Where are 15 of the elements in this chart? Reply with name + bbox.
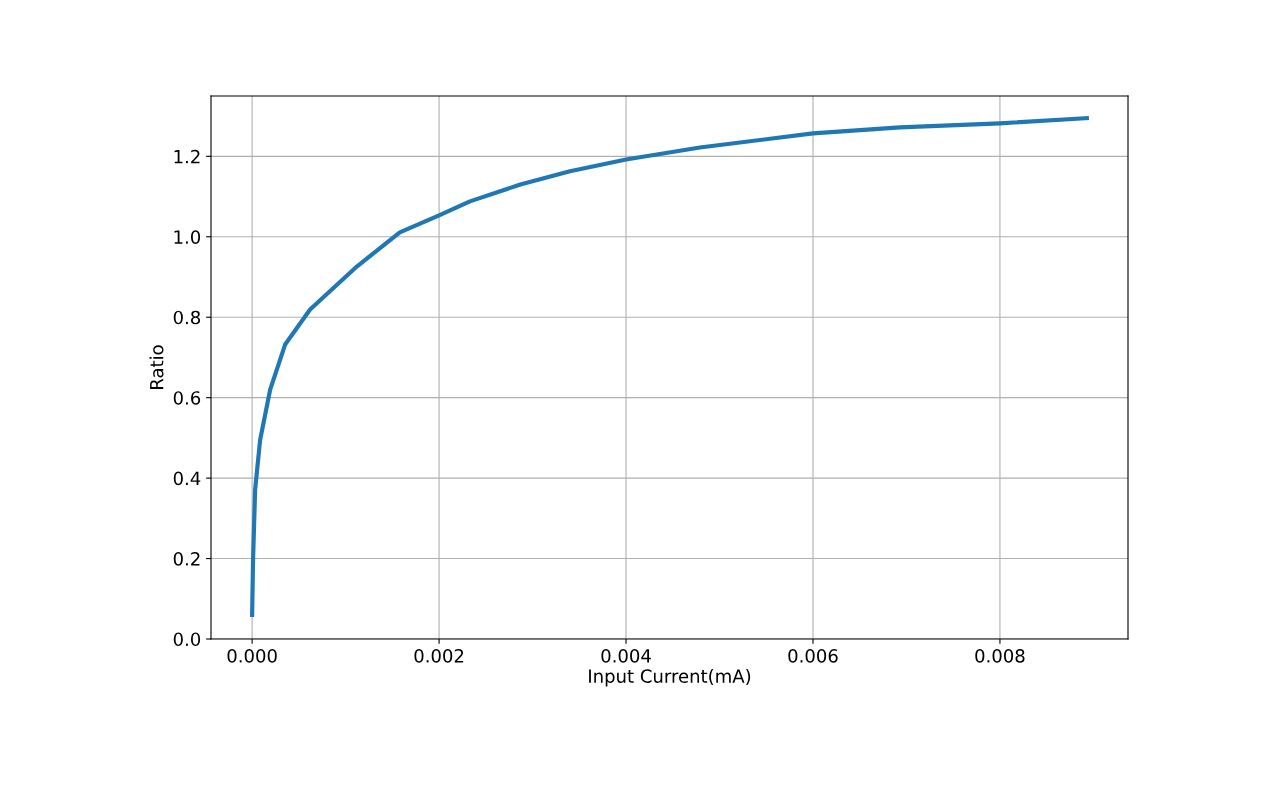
y-axis-title: Ratio	[149, 345, 164, 389]
x-tick-label: 0.006	[788, 649, 838, 663]
x-tick-label: 0.002	[414, 649, 464, 663]
y-tick-label: 1.2	[174, 149, 200, 164]
line-series	[250, 116, 1089, 617]
x-tick-label: 0.004	[601, 649, 651, 663]
x-axis-title: Input Current(mA)	[589, 668, 751, 687]
x-tick-label: 0.000	[227, 649, 277, 663]
x-tick-label: 0.008	[975, 649, 1025, 663]
y-tick-label: 1.0	[174, 230, 201, 244]
y-tick-label: 0.8	[173, 310, 201, 325]
y-tick-label: 0.6	[173, 391, 201, 405]
y-tick-label: 0.0	[173, 632, 201, 647]
y-tick-label: 0.2	[173, 552, 200, 566]
y-tick-label: 0.4	[173, 471, 201, 486]
